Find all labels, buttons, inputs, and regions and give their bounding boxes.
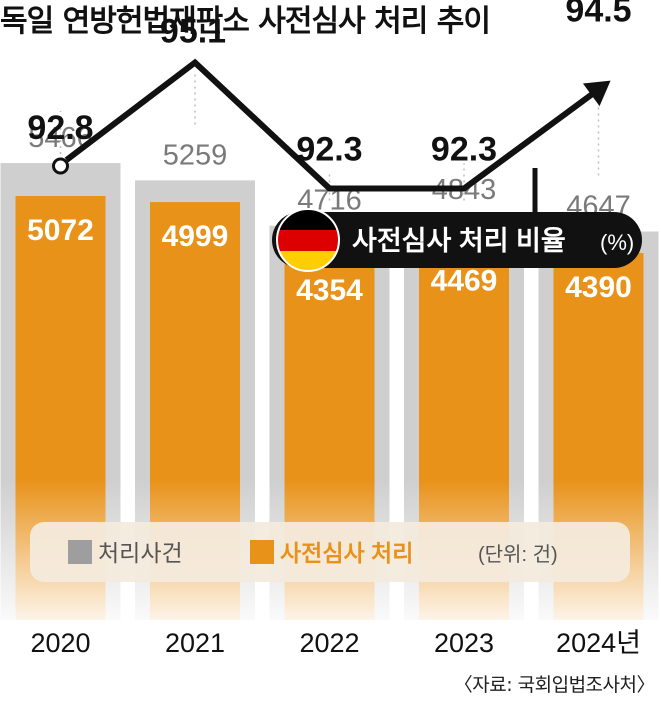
ratio-value-label: 92.3 bbox=[296, 131, 362, 169]
x-tick-label: 2021 bbox=[165, 628, 225, 658]
x-tick-label: 2024년 bbox=[556, 628, 641, 658]
legend-swatch-total bbox=[68, 540, 92, 564]
x-tick-label: 2020 bbox=[30, 628, 90, 658]
x-tick-label: 2023 bbox=[434, 628, 494, 658]
ratio-legend-label: 사전심사 처리 비율 bbox=[352, 226, 566, 256]
ratio-start-marker bbox=[52, 157, 69, 175]
source-note: 〈자료: 국회입법조사처〉 bbox=[453, 674, 656, 696]
x-axis: 2020 2021 2022 2023 2024년 bbox=[30, 628, 640, 658]
legend-unit-note: (단위: 건) bbox=[478, 543, 558, 566]
ratio-value-label: 95.1 bbox=[160, 13, 226, 51]
ratio-legend-unit: (%) bbox=[600, 230, 634, 255]
review-value-label: 4999 bbox=[162, 220, 229, 253]
bar-legend-box bbox=[30, 522, 630, 582]
ratio-value-label: 94.5 bbox=[565, 0, 631, 30]
ratio-value-label: 92.8 bbox=[27, 109, 93, 147]
legend-label-review: 사전심사 처리 bbox=[280, 540, 413, 566]
x-tick-label: 2022 bbox=[299, 628, 359, 658]
ratio-legend: 사전심사 처리 비율 (%) bbox=[272, 208, 642, 272]
ratio-line-path bbox=[64, 58, 600, 192]
review-value-label: 4354 bbox=[296, 274, 363, 307]
review-value-label: 5072 bbox=[27, 214, 94, 247]
ratio-value-label: 92.3 bbox=[431, 131, 497, 169]
review-value-label: 4390 bbox=[565, 271, 632, 304]
ratio-line-arrowhead bbox=[582, 80, 611, 107]
bar-legend: 처리사건 사전심사 처리 (단위: 건) bbox=[30, 522, 630, 582]
ratio-legend-box bbox=[272, 212, 642, 268]
chart-title: 독일 연방헌법재판소 사전심사 처리 추이 bbox=[0, 4, 491, 39]
total-value-label: 5259 bbox=[163, 139, 228, 171]
review-value-label: 4469 bbox=[431, 264, 498, 297]
ratio-line: 92.8 95.1 92.3 92.3 94.5 bbox=[27, 0, 632, 214]
legend-label-total: 처리사건 bbox=[98, 540, 183, 566]
legend-swatch-review bbox=[250, 540, 274, 564]
